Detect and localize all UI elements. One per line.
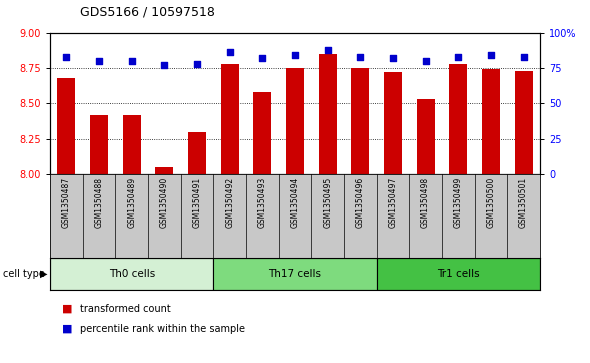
Point: [486, 52, 496, 58]
Point: [225, 50, 234, 56]
Text: GDS5166 / 10597518: GDS5166 / 10597518: [80, 5, 215, 18]
Bar: [123, 115, 141, 174]
Text: GSM1350487: GSM1350487: [62, 177, 71, 228]
Text: GSM1350497: GSM1350497: [388, 177, 398, 228]
Point: [421, 58, 430, 64]
Text: GSM1350501: GSM1350501: [519, 177, 528, 228]
Text: GSM1350500: GSM1350500: [486, 177, 496, 228]
Point: [258, 55, 267, 61]
Text: GSM1350494: GSM1350494: [290, 177, 300, 228]
Text: Tr1 cells: Tr1 cells: [437, 269, 480, 279]
Bar: [376, 258, 540, 290]
Point: [388, 55, 398, 61]
Bar: [384, 72, 402, 174]
Text: percentile rank within the sample: percentile rank within the sample: [80, 323, 245, 334]
Text: transformed count: transformed count: [80, 303, 171, 314]
Text: GSM1350498: GSM1350498: [421, 177, 430, 228]
Point: [127, 58, 136, 64]
Bar: [155, 167, 173, 174]
Bar: [253, 92, 271, 174]
Text: GSM1350499: GSM1350499: [454, 177, 463, 228]
Text: GSM1350492: GSM1350492: [225, 177, 234, 228]
Text: GSM1350491: GSM1350491: [192, 177, 202, 228]
Text: ▶: ▶: [40, 269, 47, 279]
Point: [356, 54, 365, 60]
Point: [519, 54, 528, 60]
Text: GSM1350493: GSM1350493: [258, 177, 267, 228]
Text: GSM1350496: GSM1350496: [356, 177, 365, 228]
Point: [323, 47, 332, 53]
Bar: [514, 71, 533, 174]
Text: GSM1350495: GSM1350495: [323, 177, 332, 228]
Text: GSM1350489: GSM1350489: [127, 177, 136, 228]
Point: [454, 54, 463, 60]
Point: [94, 58, 104, 64]
Text: GSM1350490: GSM1350490: [160, 177, 169, 228]
Text: ■: ■: [62, 303, 73, 314]
Bar: [50, 258, 214, 290]
Bar: [417, 99, 435, 174]
Bar: [57, 78, 76, 174]
Bar: [221, 64, 239, 174]
Point: [62, 54, 71, 60]
Bar: [90, 115, 108, 174]
Bar: [482, 69, 500, 174]
Bar: [188, 132, 206, 174]
Point: [160, 62, 169, 68]
Bar: [214, 258, 376, 290]
Point: [290, 52, 300, 58]
Bar: [351, 68, 369, 174]
Bar: [319, 54, 337, 174]
Text: ■: ■: [62, 323, 73, 334]
Text: GSM1350488: GSM1350488: [94, 177, 104, 228]
Point: [192, 61, 202, 67]
Bar: [449, 64, 467, 174]
Bar: [286, 68, 304, 174]
Text: Th17 cells: Th17 cells: [268, 269, 322, 279]
Text: cell type: cell type: [3, 269, 45, 279]
Text: Th0 cells: Th0 cells: [109, 269, 155, 279]
